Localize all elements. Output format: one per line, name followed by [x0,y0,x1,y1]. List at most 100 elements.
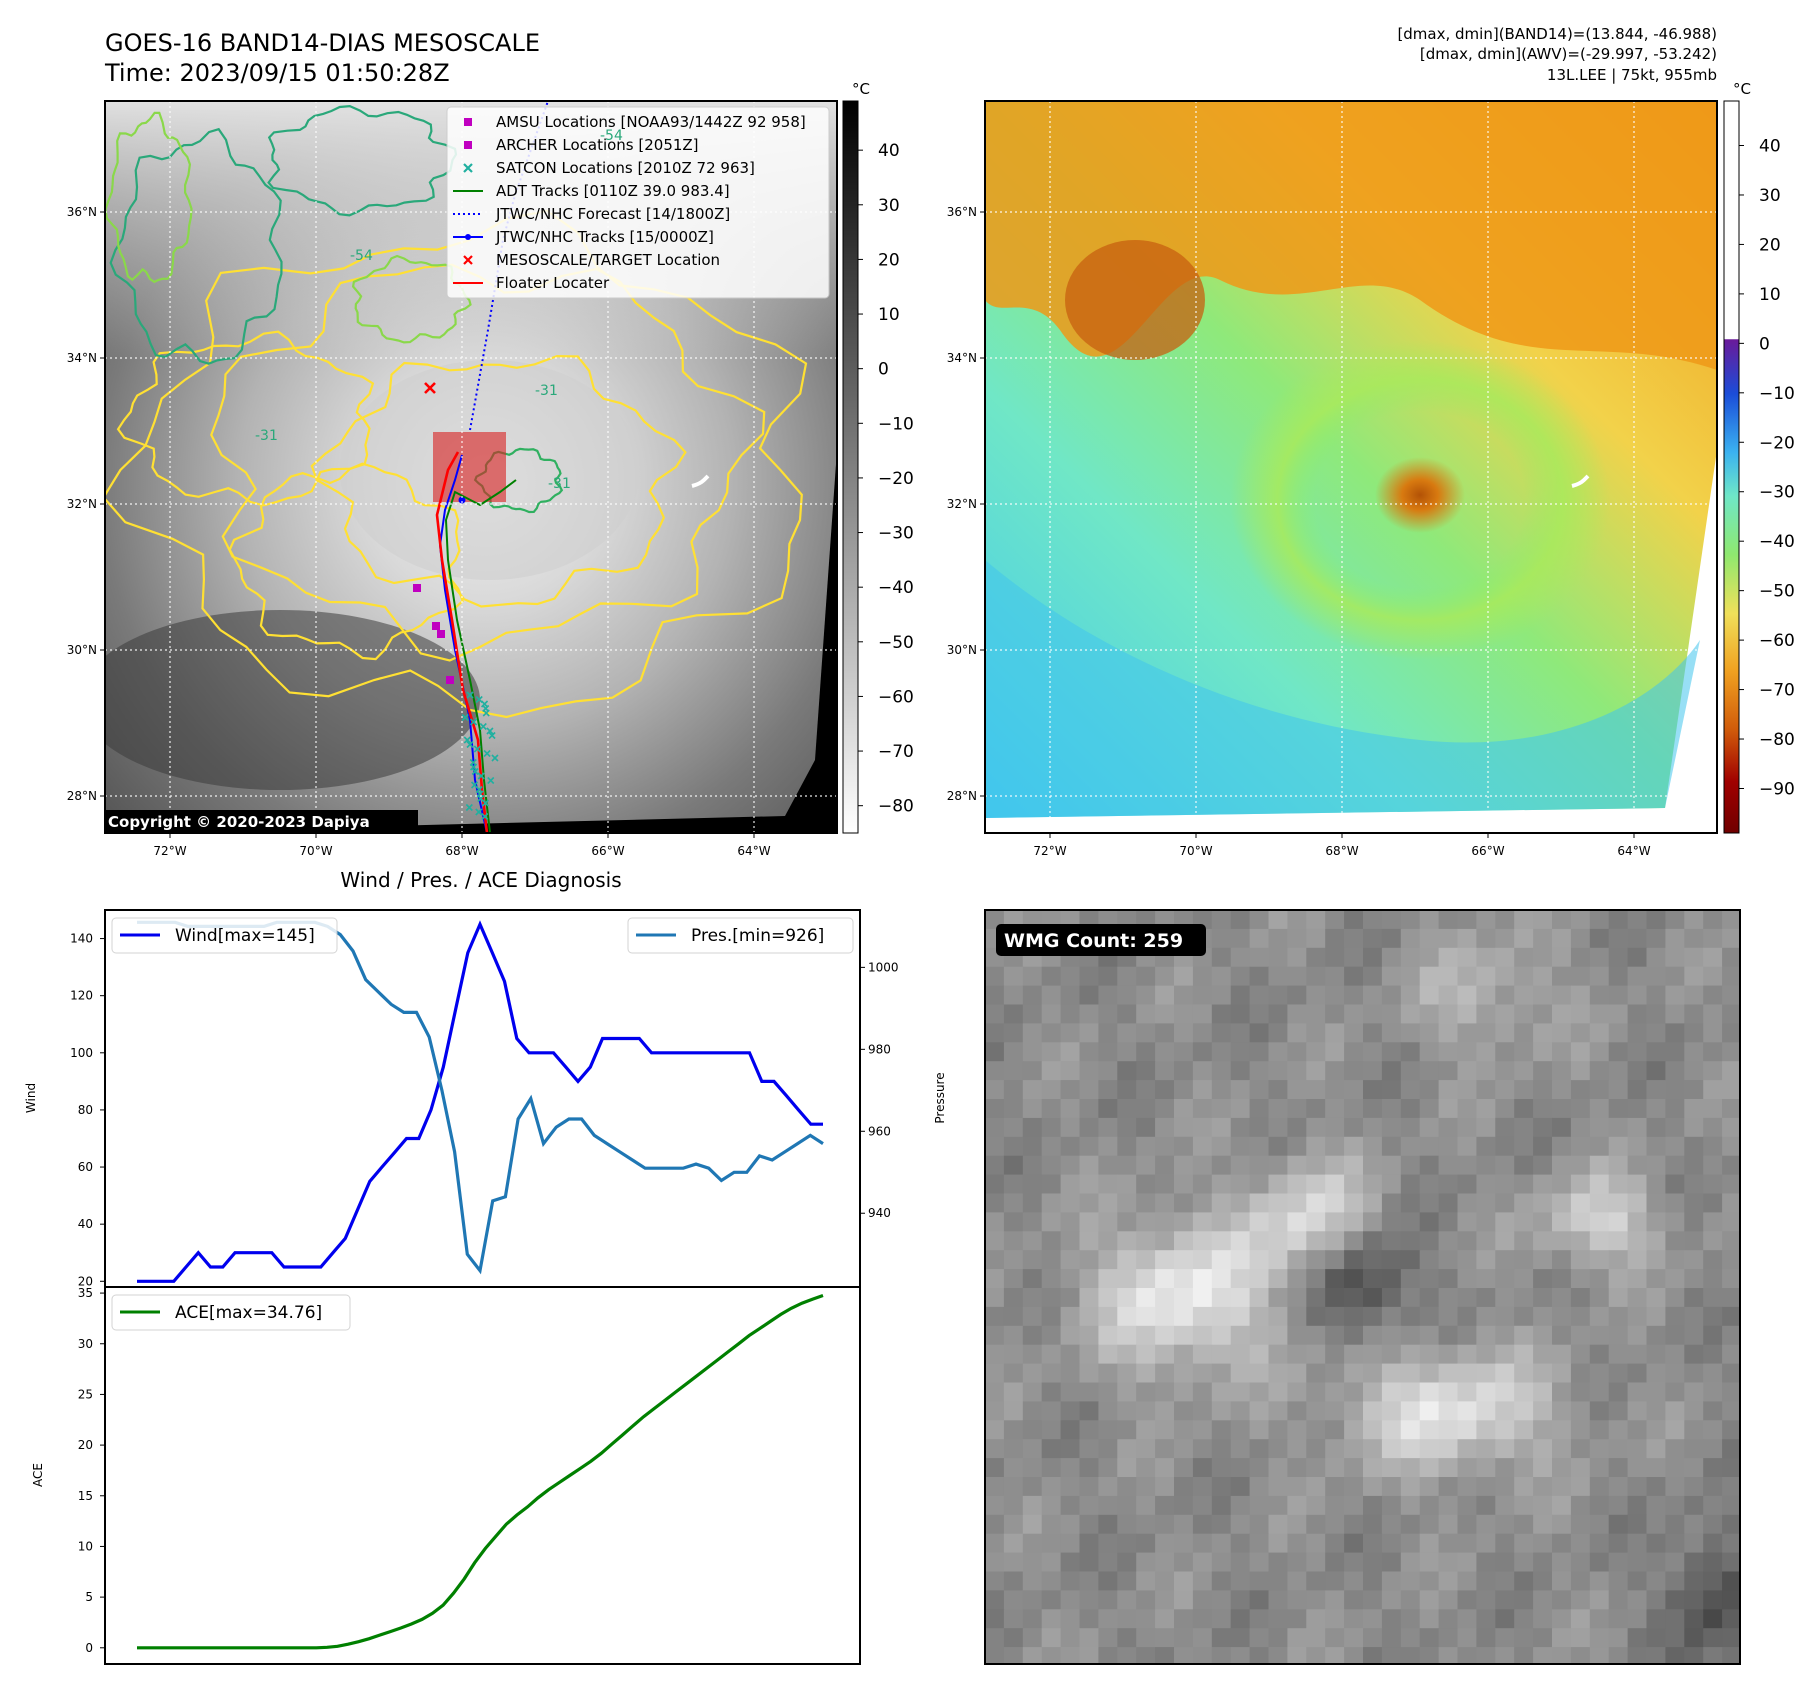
wmg-cell [1268,928,1288,949]
wmg-cell [1192,1647,1213,1664]
wmg-cell [1079,1136,1099,1157]
wmg-cell [1117,1647,1137,1664]
wmg-cell [1249,1269,1269,1289]
wmg-cell [1627,1458,1647,1478]
wmg-cell [985,985,1005,1005]
wmg-cell [1457,1628,1477,1648]
wmg-cell [1533,1250,1553,1270]
wmg-cell [1098,1477,1118,1497]
wmg-cell [1363,1590,1383,1610]
wmg-cell [1060,1061,1080,1081]
wmg-cell [1514,1250,1534,1270]
wmg-cell [1646,1609,1666,1629]
wmg-cell [1646,1344,1666,1365]
wmg-cell [1211,1344,1232,1365]
wmg-cell [1533,1609,1553,1629]
wmg-cell [1174,1004,1194,1024]
wmg-cell [985,1288,1005,1308]
wmg-cell [1060,1193,1080,1213]
wmg-cell [1438,1552,1458,1572]
wmg-cell [1646,1571,1666,1591]
wmg-cell [1344,1514,1364,1535]
wmg-cell [1136,1155,1156,1176]
wmg-cell [1419,910,1440,930]
wmg-cell [1665,1288,1685,1308]
wmg-cell [1344,1288,1364,1308]
wmg-cell [1722,966,1740,987]
wmg-cell [985,1514,1005,1535]
wmg-cell [1589,1004,1610,1024]
wmg-cell [1268,1269,1288,1289]
wmg-cell [1192,1117,1213,1138]
wmg-cell [985,1042,1005,1062]
wmg-cell [1665,1231,1685,1251]
wmg-cell [1400,1552,1421,1572]
wmg-cell [1174,1514,1194,1535]
wmg-cell [1211,985,1232,1005]
wmg-cell [1400,1458,1421,1478]
ace-y-tick-label: 20 [78,1438,93,1452]
wmg-cell [1684,1042,1704,1062]
wmg-cell [1495,1325,1515,1346]
wmg-cell [1570,1080,1591,1100]
wmg-cell [1174,1590,1194,1610]
awv-lon-label: 68°W [1325,844,1358,858]
wmg-cell [1457,1023,1477,1043]
wmg-cell [1287,1174,1307,1194]
wmg-cell [1060,1136,1080,1157]
wmg-cell [1589,1080,1610,1100]
wmg-cell [1306,1212,1326,1232]
wmg-cell [1514,1023,1534,1043]
ir-colorbar-tick-label: 20 [878,250,900,270]
wind-y-tick-label: 120 [70,989,93,1003]
wmg-cell [985,1004,1005,1024]
wmg-cell [1041,1023,1062,1043]
wmg-cell [1268,1628,1288,1648]
wmg-cell [1136,1288,1156,1308]
wmg-cell [1419,1231,1440,1251]
wmg-cell [1249,1514,1269,1535]
wmg-cell [1419,1533,1440,1554]
wmg-cell [1098,1552,1118,1572]
wmg-cell [1703,1401,1723,1421]
wmg-cell [1419,1401,1440,1421]
wmg-cell [985,1306,1005,1327]
wmg-cell [1003,1382,1024,1402]
legend-marker-x [463,255,473,265]
wmg-cell [1552,1344,1572,1365]
wmg-cell [1230,1080,1251,1100]
wmg-cell [1514,966,1534,987]
wmg-cell [1117,1495,1137,1516]
wmg-cell [1060,1080,1080,1100]
wmg-cell [1306,1420,1326,1440]
wmg-cell [1230,1174,1251,1194]
wmg-cell [1079,1609,1099,1629]
wmg-cell [1041,1288,1062,1308]
wmg-cell [1514,1363,1534,1383]
wmg-cell [1268,1288,1288,1308]
wmg-cell [1287,1155,1307,1176]
ir-contour-label: -31 [255,428,278,444]
wmg-cell [1041,1250,1062,1270]
wmg-cell [1533,1306,1553,1327]
wmg-cell [1552,1136,1572,1157]
wmg-cell [1570,1250,1591,1270]
wmg-cell [1249,1004,1269,1024]
wmg-cell [1570,1628,1591,1648]
wmg-cell [1419,1363,1440,1383]
wmg-cell [1060,1117,1080,1138]
wmg-cell [1174,1458,1194,1478]
wmg-cell [1098,1193,1118,1213]
wmg-cell [1060,1250,1080,1270]
wmg-cell [1363,910,1383,930]
wmg-cell [1476,1023,1496,1043]
wmg-cell [1192,1571,1213,1591]
wmg-cell [1249,1420,1269,1440]
wmg-cell [1287,1420,1307,1440]
wmg-cell [1514,1458,1534,1478]
wmg-cell [1287,1004,1307,1024]
wmg-cell [1627,1344,1647,1365]
wmg-cell [1211,1533,1232,1554]
wmg-cell [1249,1231,1269,1251]
wmg-cell [1230,1288,1251,1308]
